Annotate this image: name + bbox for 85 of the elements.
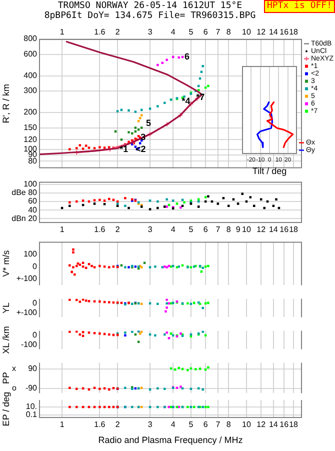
x-tick-label: 4 (170, 225, 176, 234)
y-tick-label: -90 (25, 384, 38, 393)
x-tick-label: 6 (203, 225, 208, 234)
x-tick-label: 2 (115, 225, 120, 234)
annotation: *1 (120, 144, 128, 154)
y-tick-label: 800 (24, 34, 38, 44)
annotation: 5 (146, 118, 151, 128)
x-axis-title: Radio and Plasma Frequency / MHz (98, 435, 244, 446)
y-tick-label: 200 (24, 108, 38, 117)
y-tick-label: +-100 (16, 308, 38, 317)
x-tick-label: 18 (289, 225, 299, 234)
y-tick-label: 40 (28, 205, 38, 214)
y-tick-label: 300 (24, 86, 38, 96)
y-tick-label: 100 (24, 180, 38, 189)
x-tick-label: 2 (115, 27, 120, 36)
x-tick-label: 7 (216, 225, 221, 234)
x-tick-label: 8 (226, 225, 232, 234)
text: HPTx is OFF! (264, 0, 335, 13)
annotation: *4 (182, 96, 190, 106)
x-tick-label: 18 (289, 420, 299, 430)
x-tick-label: 1 (60, 420, 65, 430)
text: o (12, 384, 17, 393)
y-tick-label: 600 (24, 49, 38, 58)
x-tick-label: 1.6 (94, 27, 106, 36)
y-axis-title: YL (0, 302, 11, 314)
x-tick-label: 12 (256, 420, 266, 430)
y-tick-label: 0 (32, 330, 38, 340)
y-tick-label: 150 (24, 122, 38, 132)
x-tick-label: 3 (148, 225, 153, 234)
x-tick-label: 4 (170, 27, 176, 36)
x-tick-label: 14 (268, 420, 278, 430)
annotation: 6 (184, 51, 190, 62)
y-tick-label: 120 (24, 134, 38, 144)
x-tick-label: 12 (256, 27, 266, 36)
x-tick-label: 6 (203, 27, 208, 36)
x-tick-label: 18 (289, 27, 299, 36)
y-axis-title: EP / deg (0, 392, 11, 426)
y-tick-label: 10. (26, 402, 37, 412)
y-tick-label: -100 (20, 340, 38, 349)
y-tick-label: 400 (24, 70, 38, 80)
x-tick-label: 1.6 (94, 225, 106, 234)
annotation: <2 (135, 144, 146, 154)
y-tick-label: 90 (28, 364, 38, 374)
y-axis-title: V* m/s (0, 250, 11, 277)
y-tick-label: dBn 20 (12, 214, 38, 223)
x-tick-label: 16 (280, 225, 290, 234)
chart-subtitle: 8pBP6It DoY= 134.675 File= TR960315.BPG (43, 11, 257, 21)
x-tick-label: 3 (148, 420, 153, 430)
x-tick-label: 16 (280, 420, 290, 430)
x-tick-label: 8 (226, 27, 232, 36)
x-tick-label: 6 (203, 420, 208, 430)
y-tick-label: 0.1 (26, 410, 38, 420)
y-tick-label: 0 (32, 262, 38, 271)
y-tick-label: 80 (28, 156, 38, 166)
x-tick-label: 1.6 (94, 420, 106, 430)
y-axis-title: R', R / km (0, 84, 11, 124)
y-tick-label: 60 (28, 196, 38, 206)
x-axis-title: Tilt / deg (252, 166, 287, 176)
text: x (12, 364, 16, 374)
y-tick-label: dBe 80 (12, 188, 38, 198)
x-tick-label: 5 (188, 225, 194, 234)
x-tick-label: 10 (242, 225, 252, 234)
x-tick-label: 2 (115, 420, 120, 430)
x-tick-label: 1 (60, 225, 65, 234)
x-tick-label: 7 (216, 420, 221, 430)
y-tick-label: +-100 (16, 274, 38, 284)
chart-title: TROMSO NORWAY 26-05-14 1612UT 15°E (58, 1, 242, 11)
x-tick-label: 3 (148, 27, 153, 36)
x-tick-label: 5 (188, 27, 194, 36)
x-tick-label: 14 (268, 225, 278, 234)
x-tick-label: 7 (216, 27, 221, 36)
x-tick-label: 16 (280, 27, 290, 36)
x-tick-label: 10 (242, 27, 252, 36)
x-tick-label: 4 (170, 420, 176, 430)
y-axis-title: XL /km (0, 326, 11, 354)
y-tick-label: 0 (32, 298, 38, 308)
y-axis-title: PP (0, 372, 11, 384)
x-tick-label: 1 (60, 27, 65, 36)
x-tick-label: 8 (226, 420, 232, 430)
x-tick-label: 12 (256, 225, 266, 234)
y-tick-label: 100 (24, 249, 38, 258)
x-tick-label: 5 (188, 420, 194, 430)
x-tick-label: 9 (236, 225, 241, 234)
x-tick-label: 10 (242, 420, 252, 430)
x-tick-label: 14 (268, 27, 278, 36)
